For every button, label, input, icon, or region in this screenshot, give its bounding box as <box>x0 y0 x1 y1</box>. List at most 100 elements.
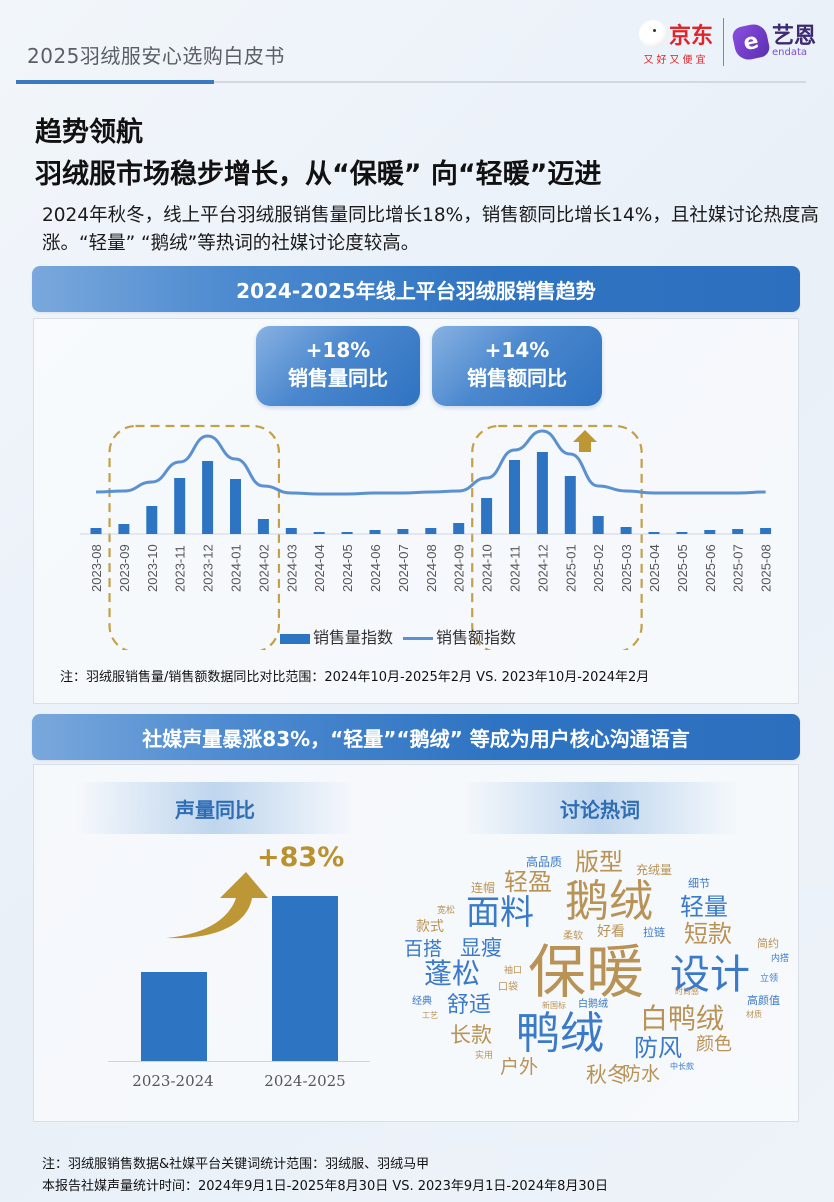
cloud-word: 袖口 <box>504 966 523 976</box>
x-tick-label: 2024-05 <box>340 544 355 592</box>
word-cloud: 保暖 鹅绒 鸭绒 设计 面料 白鸭绒 轻量 短款 蓬松 版型 轻盈 显瘦 百搭 舒适 长款 防风 秋冬 户外 防水 颜… <box>400 840 800 1100</box>
bar-2023-10 <box>146 506 158 534</box>
bar-2024-03 <box>285 528 297 534</box>
cloud-word: 秋冬 <box>586 1063 628 1087</box>
cloud-word: 内搭 <box>771 954 790 964</box>
x-tick-label: 2023-12 <box>201 544 216 592</box>
cloud-word: 高颜值 <box>747 994 780 1007</box>
cloud-word: 实用 <box>475 1051 494 1061</box>
x-tick-label: 2024-09 <box>452 544 467 592</box>
cloud-word: 显瘦 <box>460 936 502 960</box>
cloud-word: 轻盈 <box>504 868 552 896</box>
x-tick-label: 2025-07 <box>731 544 746 592</box>
cloud-word: 时尚感 <box>675 987 699 996</box>
header-title: 2025羽绒服安心选购白皮书 <box>27 44 285 68</box>
cloud-word: 宽松 <box>437 906 456 916</box>
cloud-word: 简约 <box>757 937 779 950</box>
cloud-word: 短款 <box>684 920 732 948</box>
cloud-word: 材质 <box>746 1010 762 1019</box>
volume-baseline <box>108 1061 370 1062</box>
x-tick-label: 2024-03 <box>284 544 299 592</box>
cloud-word: 鹅绒 <box>565 876 653 927</box>
bar-2024-08 <box>425 528 437 534</box>
kpi-volume-value: +18% <box>305 338 371 362</box>
x-tick-label: 2024-07 <box>396 544 411 592</box>
cloud-word: 经典 <box>412 996 432 1007</box>
bar-2023-12 <box>202 461 214 534</box>
kpi-revenue: +14% 销售额同比 <box>432 326 602 406</box>
bar-2024-04 <box>313 532 325 534</box>
legend-line: 销售额指数 <box>403 624 516 648</box>
cloud-word: 长款 <box>450 1023 492 1047</box>
cloud-word: 立领 <box>760 974 779 984</box>
x-tick-label: 2024-08 <box>424 544 439 592</box>
jd-logo: 京东 又好又便宜 <box>638 18 713 66</box>
header-divider-accent <box>16 80 214 84</box>
bar-2025-01 <box>564 476 576 534</box>
x-tick-label: 2023-09 <box>117 544 132 592</box>
cloud-word: 百搭 <box>404 938 443 960</box>
cloud-word: 设计 <box>670 952 750 998</box>
cloud-word: 蓬松 <box>424 957 481 990</box>
logos: 京东 又好又便宜 e 艺恩 endata <box>638 18 816 66</box>
header-divider <box>16 80 806 84</box>
cloud-word: 充绒量 <box>636 863 673 877</box>
up-arrow-icon <box>573 430 597 452</box>
sales-trend-chart: 2023-08 2023-09 2023-10 2023-11 2023-12 2024-… <box>80 424 774 650</box>
bar-2025-08 <box>760 528 772 534</box>
kpi-revenue-label: 销售额同比 <box>467 366 567 390</box>
bar-2023-08 <box>90 528 102 534</box>
endata-e-icon: e <box>730 21 772 63</box>
volume-bar-2023-2024 <box>141 972 207 1061</box>
cloud-word: 鸭绒 <box>516 1008 604 1059</box>
bar-2024-12 <box>536 452 548 534</box>
bar-2024-10 <box>481 498 493 534</box>
bar-2025-06 <box>704 530 716 534</box>
legend-bar-swatch <box>280 633 310 644</box>
x-tick-label: 2025-02 <box>591 544 606 592</box>
x-tick-label: 2024-06 <box>368 544 383 592</box>
bar-2024-02 <box>257 519 269 534</box>
x-tick-label: 2024-02 <box>256 544 271 592</box>
cloud-word: 户外 <box>500 1056 539 1078</box>
bar-2024-11 <box>509 460 520 534</box>
bar-2024-01 <box>230 479 241 534</box>
jd-dog-icon <box>638 20 667 48</box>
footer-note-2: 本报告社媒声量统计时间：2024年9月1日-2025年8月30日 VS. 202… <box>42 1179 608 1194</box>
x-tick-label: 2025-05 <box>675 544 690 592</box>
volume-bar-2024-2025 <box>272 896 338 1061</box>
bar-2025-04 <box>648 532 660 534</box>
cloud-word: 新国标 <box>542 1001 566 1010</box>
growth-value: +83% <box>257 842 345 873</box>
endata-logo: e 艺恩 endata <box>730 21 816 63</box>
cloud-word: 防水 <box>622 1063 661 1085</box>
cloud-word: 口袋 <box>498 982 518 993</box>
cloud-word: 款式 <box>416 919 444 935</box>
endata-name: 艺恩 <box>771 24 816 49</box>
cloud-word: 工艺 <box>422 1011 438 1020</box>
social-banner: 社媒声量暴涨83%，“轻量”“鹅绒” 等成为用户核心沟通语言 <box>32 714 800 760</box>
revenue-index-line <box>95 429 766 496</box>
cloud-word: 中长款 <box>670 1062 694 1071</box>
cloud-word: 保暖 <box>528 938 645 1006</box>
chart-legend: 销售量指数 销售额指数 <box>280 624 516 648</box>
x-tick-label: 2023-10 <box>145 544 160 592</box>
x-tick-label: 2024-11 <box>508 545 523 592</box>
footer-note-1: 注：羽绒服销售数据&社媒平台关键词统计范围：羽绒服、羽绒马甲 <box>42 1157 430 1172</box>
legend-bar: 销售量指数 <box>280 624 393 648</box>
highlight-range-1 <box>108 424 281 650</box>
cloud-word: 柔软 <box>563 931 583 942</box>
section-heading: 趋势领航 <box>35 117 143 148</box>
x-tick-label: 2024-01 <box>229 544 244 592</box>
bar-2023-09 <box>118 524 130 534</box>
cloud-word: 细节 <box>688 877 710 890</box>
bar-2024-09 <box>453 523 465 534</box>
cloud-word: 轻量 <box>680 893 728 921</box>
cloud-word: 白鹅绒 <box>578 999 608 1010</box>
bar-2025-07 <box>732 529 744 534</box>
kpi-revenue-value: +14% <box>484 338 550 362</box>
x-tick-label: 2025-04 <box>647 544 662 592</box>
endata-en: endata <box>771 47 807 58</box>
cloud-word: 拉链 <box>643 926 665 939</box>
chart-note: 注：羽绒服销售量/销售额数据同比对比范围：2024年10月-2025年2月 VS… <box>60 670 650 685</box>
